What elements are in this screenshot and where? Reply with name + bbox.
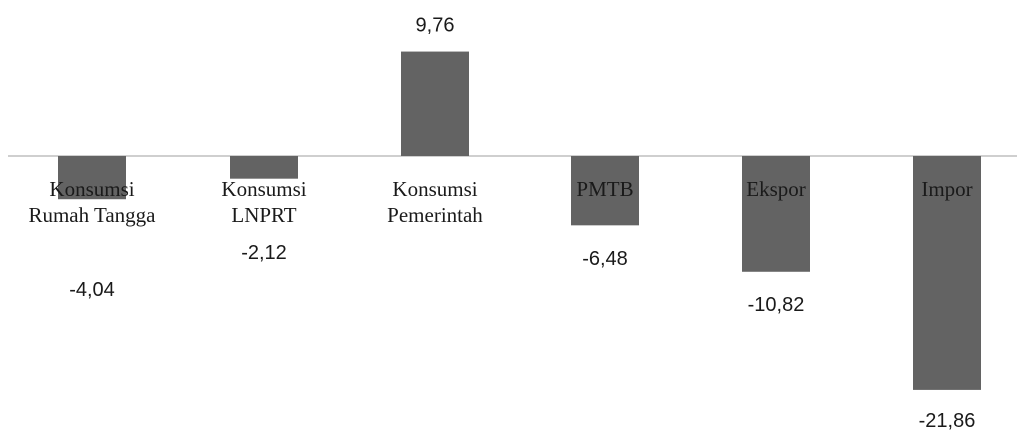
bar-5	[913, 156, 981, 390]
category-label-2: Konsumsi Pemerintah	[387, 177, 483, 227]
bar-3	[571, 156, 639, 226]
value-label-4: -10,82	[748, 294, 805, 316]
value-label-0: -4,04	[69, 279, 115, 301]
category-label-line: Konsumsi	[221, 177, 306, 201]
category-label-0: Konsumsi Rumah Tangga	[28, 177, 156, 227]
category-label-4: Ekspor	[746, 177, 806, 201]
category-label-line: Ekspor	[746, 177, 806, 201]
category-label-1: Konsumsi LNPRT	[221, 177, 306, 227]
bar-1	[230, 156, 298, 179]
category-label-5: Impor	[921, 177, 972, 201]
category-label-line: PMTB	[576, 177, 633, 201]
bars-layer	[58, 51, 981, 390]
bar-2	[401, 51, 469, 156]
value-label-3: -6,48	[582, 248, 628, 270]
category-label-3: PMTB	[576, 177, 633, 201]
value-label-2: 9,76	[416, 15, 455, 37]
bar-4	[742, 156, 810, 272]
value-label-1: -2,12	[241, 242, 287, 264]
category-label-line: Konsumsi	[392, 177, 477, 201]
category-label-line: Impor	[921, 177, 972, 201]
category-label-line: Konsumsi	[49, 177, 134, 201]
value-labels-layer: -4,04 -2,12 9,76 -6,48 -10,82 -21,86	[69, 15, 975, 432]
bar-0	[58, 156, 126, 200]
category-label-line: LNPRT	[231, 203, 296, 227]
value-label-5: -21,86	[919, 410, 976, 432]
category-label-line: Pemerintah	[387, 203, 483, 227]
category-label-line: Rumah Tangga	[28, 203, 156, 227]
